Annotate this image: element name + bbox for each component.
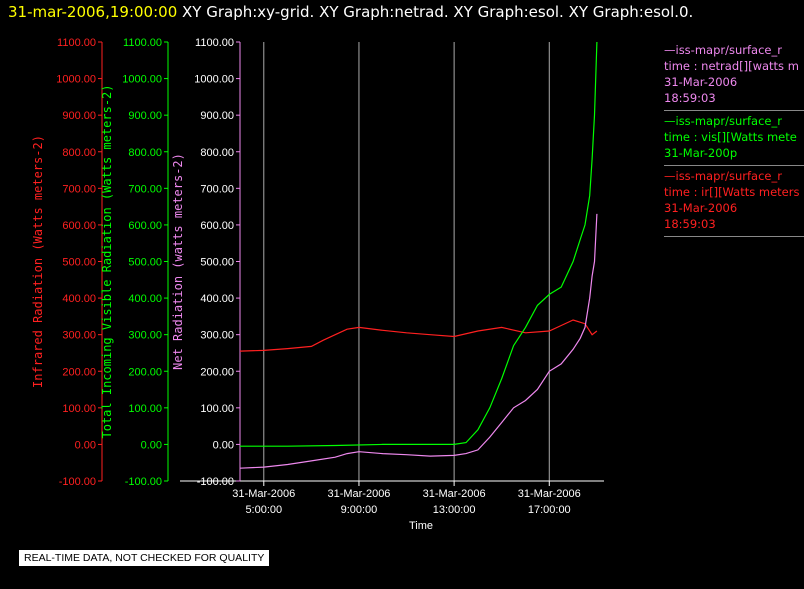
y-tick-label-ir-10: 100.00 [62, 403, 96, 415]
y-tick-label-net-10: 100.00 [200, 403, 234, 415]
timestamp: 31-mar-2006,19:00:00 [8, 3, 178, 21]
y-tick-label-vis-6: 500.00 [128, 257, 162, 269]
y-tick-label-ir-12: -100.00 [59, 476, 96, 488]
y-tick-label-vis-7: 400.00 [128, 293, 162, 305]
legend-line: time : vis[][Watts mete [664, 130, 797, 144]
y-axis-label-vis: Total Incoming Visible Radiation (Watts … [100, 84, 114, 438]
y-tick-label-ir-8: 300.00 [62, 330, 96, 342]
y-tick-label-net-8: 300.00 [200, 330, 234, 342]
legend-line: 31-Mar-2006 [664, 75, 738, 89]
legend-line: —iss-mapr/surface_r [664, 114, 782, 128]
y-tick-label-net-2: 900.00 [200, 110, 234, 122]
x-tick-date-3: 31-Mar-2006 [518, 488, 581, 500]
y-tick-label-net-11: 0.00 [213, 439, 234, 451]
x-tick-time-2: 13:00:00 [433, 504, 476, 516]
y-tick-label-vis-0: 1100.00 [123, 37, 162, 49]
series-line-ir [239, 319, 598, 352]
graph-header: 31-mar-2006,19:00:00 XY Graph:xy-grid. X… [8, 3, 693, 21]
y-tick-label-vis-1: 1000.00 [122, 74, 162, 86]
y-tick-label-net-1: 1000.00 [194, 74, 234, 86]
y-tick-label-ir-7: 400.00 [62, 293, 96, 305]
x-tick-time-3: 17:00:00 [528, 504, 571, 516]
legend-line: 18:59:03 [664, 217, 716, 231]
legend-line: 31-Mar-2006 [664, 201, 738, 215]
y-tick-label-vis-8: 300.00 [128, 330, 162, 342]
legend-line: time : ir[][Watts meters [664, 185, 800, 199]
x-tick-time-1: 9:00:00 [341, 504, 378, 516]
y-tick-label-net-12: -100.00 [197, 476, 234, 488]
y-tick-label-vis-10: 100.00 [128, 403, 162, 415]
y-tick-label-ir-9: 200.00 [62, 366, 96, 378]
y-tick-label-ir-4: 700.00 [62, 183, 96, 195]
legend-line: 31-Mar-200p [664, 146, 738, 160]
series-line-vis [240, 41, 598, 447]
y-tick-label-vis-11: 0.00 [141, 439, 162, 451]
y-tick-label-vis-4: 700.00 [128, 183, 162, 195]
y-tick-label-vis-2: 900.00 [128, 110, 162, 122]
x-axis-label: Time [409, 520, 433, 532]
y-tick-label-net-6: 500.00 [200, 257, 234, 269]
x-tick-date-0: 31-Mar-2006 [232, 488, 295, 500]
y-tick-label-net-3: 800.00 [200, 147, 234, 159]
y-tick-label-vis-5: 600.00 [128, 220, 162, 232]
y-tick-label-ir-2: 900.00 [62, 110, 96, 122]
y-tick-label-ir-3: 800.00 [62, 147, 96, 159]
legend-line: time : netrad[][watts m [664, 59, 799, 73]
y-tick-label-vis-3: 800.00 [128, 147, 162, 159]
y-tick-label-ir-0: 1100.00 [57, 37, 96, 49]
graph-list: XY Graph:xy-grid. XY Graph:netrad. XY Gr… [177, 3, 694, 21]
y-tick-label-ir-11: 0.00 [75, 439, 96, 451]
y-axis-label-ir: Infrared Radiation (Watts meters-2) [31, 135, 45, 388]
legend-line: —iss-mapr/surface_r [664, 169, 782, 183]
y-tick-label-vis-9: 200.00 [128, 366, 162, 378]
y-tick-label-net-0: 1100.00 [195, 37, 234, 49]
y-tick-label-net-7: 400.00 [200, 293, 234, 305]
y-tick-label-ir-1: 1000.00 [56, 74, 96, 86]
legend-line: —iss-mapr/surface_r [664, 43, 782, 57]
legend-line: 18:59:03 [664, 91, 716, 105]
x-tick-time-0: 5:00:00 [245, 504, 282, 516]
x-tick-date-2: 31-Mar-2006 [423, 488, 486, 500]
y-axis-label-net: Net Radiation (watts meters-2) [171, 153, 185, 370]
y-tick-label-ir-6: 500.00 [62, 257, 96, 269]
qc-note: REAL-TIME DATA, NOT CHECKED FOR QUALITY [19, 550, 270, 566]
y-tick-label-net-5: 600.00 [200, 220, 234, 232]
series-line-net [239, 213, 598, 469]
x-tick-date-1: 31-Mar-2006 [327, 488, 390, 500]
y-tick-label-ir-5: 600.00 [62, 220, 96, 232]
y-tick-label-vis-12: -100.00 [125, 476, 162, 488]
y-tick-label-net-4: 700.00 [200, 183, 234, 195]
y-tick-label-net-9: 200.00 [200, 366, 234, 378]
